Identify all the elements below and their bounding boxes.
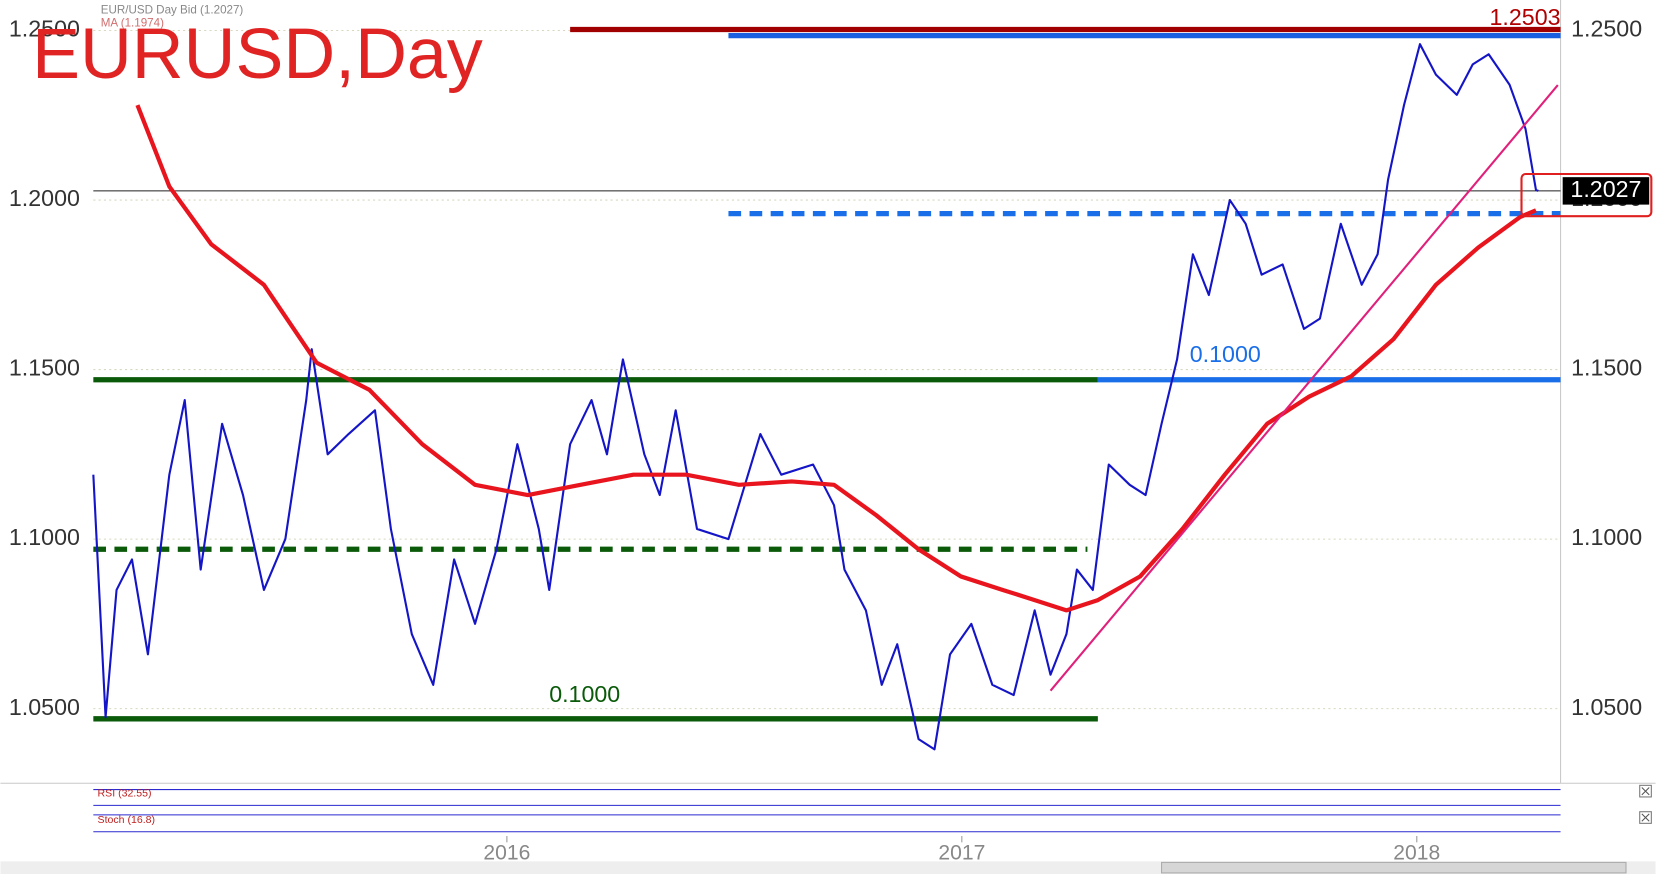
x-tick-label: 2017 [938, 842, 985, 865]
level-label: 0.1000 [549, 681, 620, 707]
level-label: 0.1000 [1190, 341, 1261, 367]
chart-title: EURUSD,Day [32, 14, 483, 94]
price-line [92, 43, 1539, 751]
y-tick-label: 1.0500 [9, 694, 80, 720]
high-label: 1.2503 [1490, 4, 1561, 30]
close-button[interactable] [1639, 811, 1652, 824]
close-button[interactable] [1639, 784, 1652, 798]
x-tick-label: 2016 [483, 842, 530, 865]
y-tick-label: 1.1000 [1571, 524, 1642, 550]
y-tick-label: 1.1000 [9, 524, 80, 550]
close-icon [1641, 787, 1650, 796]
series-label: MA (1.1974) [101, 16, 164, 29]
last-price-label: 1.2027 [1570, 176, 1641, 202]
rsi-label: RSI (32.55) [98, 788, 152, 800]
y-tick-label: 1.1500 [1571, 355, 1642, 381]
trendline [1049, 84, 1559, 692]
y-tick-label: 1.1500 [9, 355, 80, 381]
y-tick-label: 1.2500 [9, 16, 80, 42]
x-tick-label: 2018 [1393, 842, 1440, 865]
moving-average [135, 104, 1537, 613]
plot-area: 1.0500 1.0500 1.1000 1.1000 1.1500 1.1500 1.20… [9, 4, 1653, 865]
close-icon [1641, 813, 1650, 822]
scrollbar-thumb[interactable] [1161, 861, 1627, 874]
y-tick-label: 1.0500 [1571, 694, 1642, 720]
price-highlight [1520, 172, 1653, 218]
y-tick-label: 1.2500 [1571, 16, 1642, 42]
series-label: EUR/USD Day Bid (1.2027) [101, 4, 244, 17]
y-tick-label: 1.2000 [9, 185, 80, 211]
stoch-label: Stoch (16.8) [98, 814, 155, 826]
last-price-tag [1562, 177, 1650, 205]
